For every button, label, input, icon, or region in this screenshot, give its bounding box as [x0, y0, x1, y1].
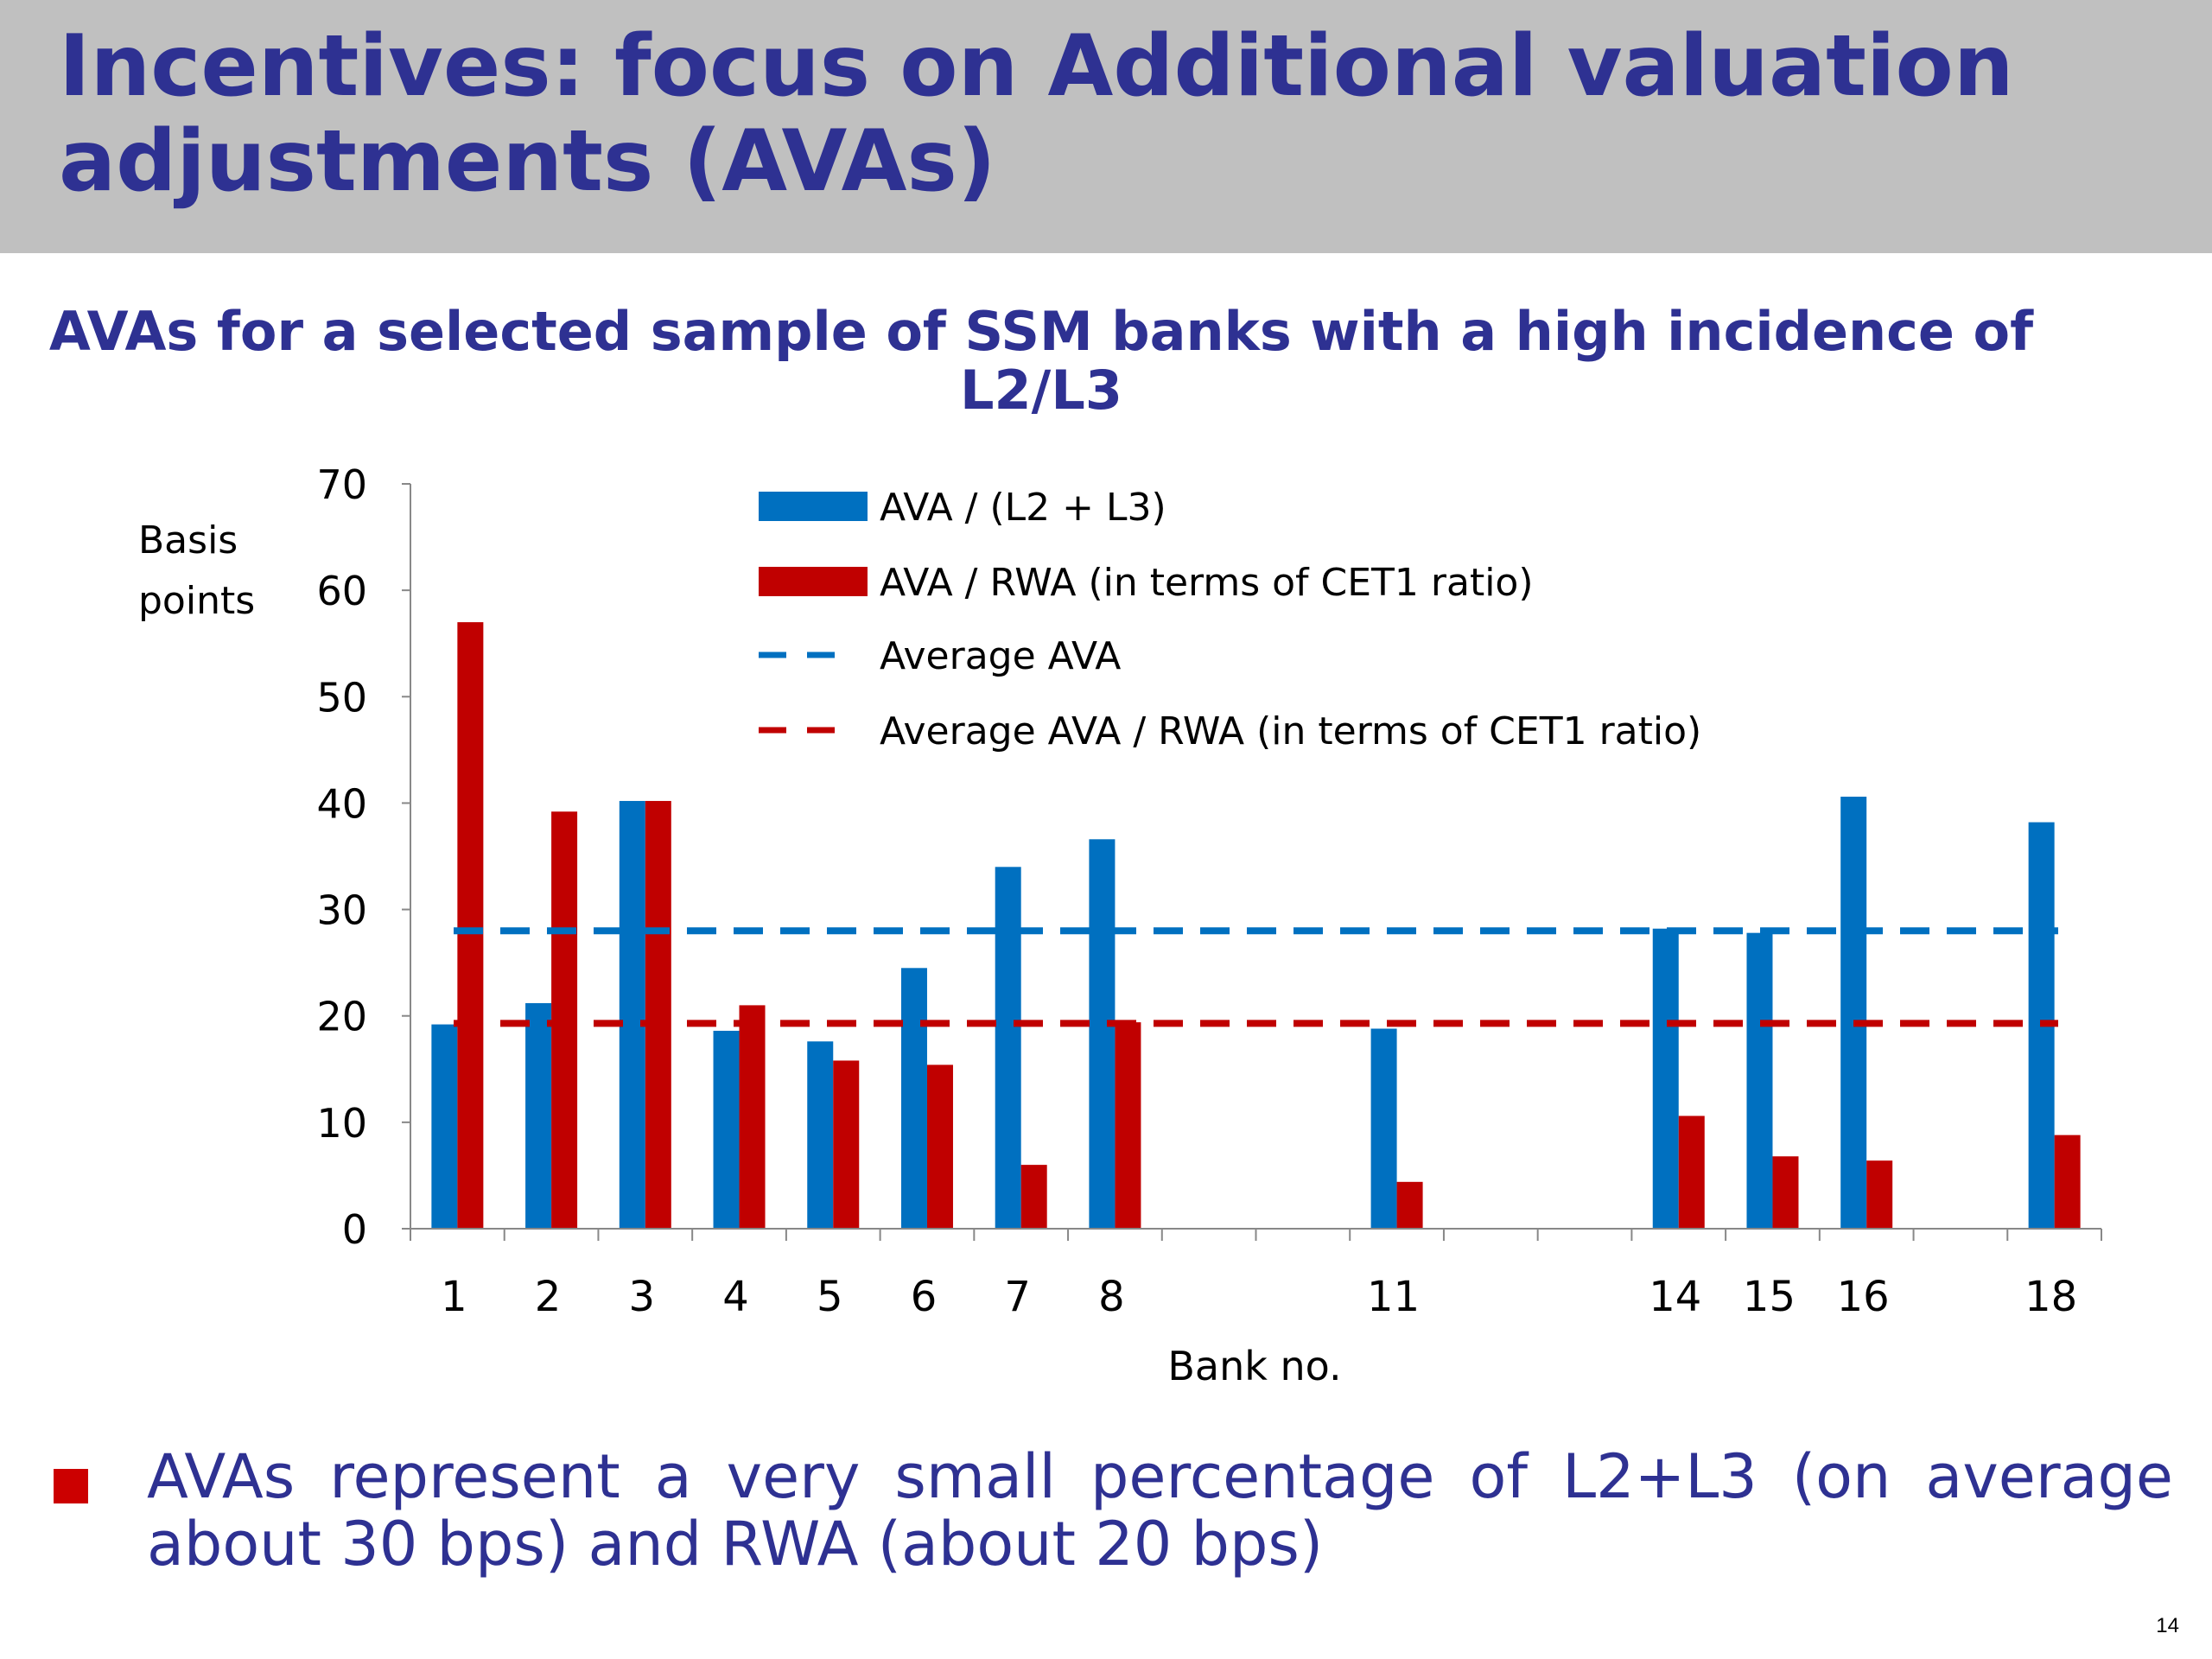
bar-ava-rwa	[833, 1060, 860, 1229]
bar-ava-rwa	[1866, 1160, 1893, 1229]
bullet-marker	[54, 1469, 88, 1503]
x-tick-label: 18	[2024, 1273, 2077, 1321]
bar-ava-l2l3	[619, 800, 645, 1229]
bar-ava-l2l3	[1652, 928, 1679, 1229]
bar-ava-rwa	[739, 1005, 766, 1229]
bar-ava-l2l3	[431, 1024, 458, 1229]
bar-ava-l2l3	[1370, 1028, 1397, 1229]
x-tick-label: 5	[817, 1273, 843, 1321]
bar-ava-l2l3	[1840, 797, 1867, 1229]
x-tick-label: 16	[1837, 1273, 1890, 1321]
legend-label: AVA / RWA (in terms of CET1 ratio)	[880, 561, 1534, 605]
y-tick-label: 50	[316, 674, 367, 721]
x-tick-label: 11	[1367, 1273, 1420, 1321]
page-number: 14	[2156, 1614, 2179, 1637]
legend-label: Average AVA	[880, 634, 1121, 678]
x-tick-label: 8	[1098, 1273, 1125, 1321]
chart-title: AVAs for a selected sample of SSM banks …	[48, 300, 2034, 422]
x-tick-label: 7	[1004, 1273, 1031, 1321]
x-tick-label: 1	[441, 1273, 467, 1321]
bar-ava-l2l3	[995, 867, 1021, 1229]
y-tick-label: 10	[316, 1100, 367, 1147]
bullet-text: AVAs represent a very small percentage o…	[147, 1441, 2173, 1580]
legend-label: AVA / (L2 + L3)	[880, 486, 1166, 530]
bar-ava-rwa	[2054, 1135, 2081, 1229]
y-tick-label: 30	[316, 887, 367, 934]
bar-chart: 0 10 20 30 40 50 60 70 Basis points 1 2 3 4 5 6 7 8 11 14 15…	[138, 461, 2102, 1389]
y-tick-label: 20	[316, 994, 367, 1040]
x-tick-label: 15	[1743, 1273, 1796, 1321]
bar-ava-l2l3	[807, 1041, 834, 1229]
y-tick-label: 60	[316, 568, 367, 614]
y-axis-label: Basis	[138, 518, 238, 563]
x-tick-label: 14	[1649, 1273, 1701, 1321]
slide-title: Incentives: focus on Additional valuatio…	[59, 17, 2014, 211]
x-tick-label: 6	[911, 1273, 938, 1321]
legend-swatch	[759, 492, 868, 521]
title-bar	[0, 0, 2212, 253]
y-tick-label: 0	[342, 1206, 367, 1253]
bar-ava-l2l3	[525, 1002, 552, 1229]
bar-ava-l2l3	[713, 1030, 740, 1229]
bar-ava-rwa	[1772, 1156, 1799, 1229]
y-tick-label: 40	[316, 780, 367, 827]
bar-ava-l2l3	[1746, 932, 1773, 1229]
x-tick-label: 3	[629, 1273, 656, 1321]
bar-ava-rwa	[1678, 1116, 1705, 1229]
bar-ava-l2l3	[1089, 839, 1116, 1229]
bar-ava-rwa	[457, 622, 484, 1229]
x-tick-label: 4	[722, 1273, 749, 1321]
bar-ava-rwa	[1115, 1022, 1141, 1229]
y-axis-label: points	[138, 579, 255, 623]
x-tick-label: 2	[535, 1273, 562, 1321]
y-tick-label: 70	[316, 461, 367, 508]
x-axis-label: Bank no.	[1167, 1343, 1341, 1389]
legend-swatch	[759, 567, 868, 596]
bar-ava-rwa	[926, 1065, 953, 1229]
bar-ava-rwa	[645, 800, 671, 1229]
bar-ava-l2l3	[900, 968, 927, 1229]
bar-ava-rwa	[1396, 1181, 1423, 1229]
bar-ava-rwa	[1020, 1165, 1047, 1229]
legend-label: Average AVA / RWA (in terms of CET1 rati…	[880, 709, 1701, 753]
